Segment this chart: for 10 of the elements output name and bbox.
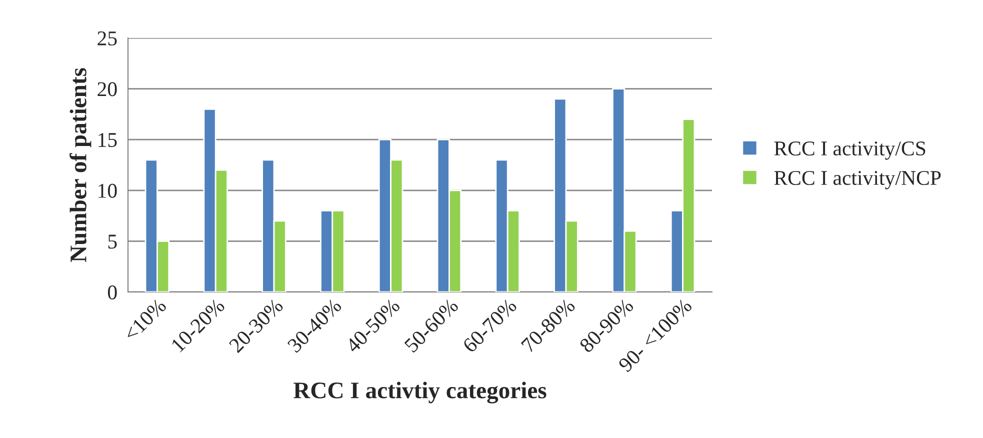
y-tick-label: 15 xyxy=(98,133,117,148)
x-axis-title: RCC I activtiy categories xyxy=(294,382,546,404)
y-tick-label: 10 xyxy=(98,184,117,198)
y-axis-title: Number of patients xyxy=(70,68,92,262)
y-tick-label: 5 xyxy=(108,234,117,249)
y-tick-label: 25 xyxy=(98,31,117,46)
legend-label: RCC I activity/CS xyxy=(774,142,926,160)
y-tick-label: 0 xyxy=(108,285,117,300)
y-tick-label: 20 xyxy=(98,82,117,96)
legend-label: RCC I activity/NCP xyxy=(774,170,941,190)
